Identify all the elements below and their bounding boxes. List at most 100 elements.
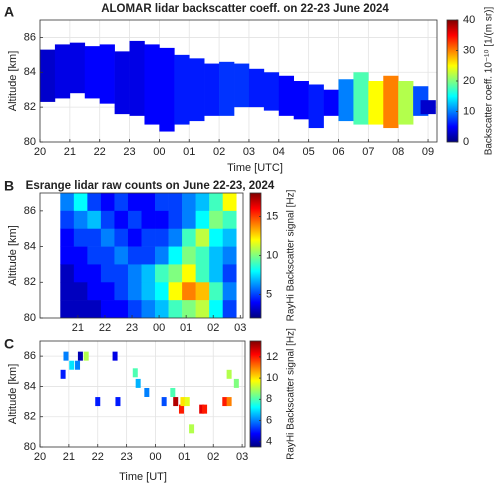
- scatter-point: [199, 404, 205, 414]
- heatmap-cell: [209, 300, 223, 318]
- heatmap-cell: [222, 228, 237, 247]
- y-tick-label: 86: [24, 31, 36, 43]
- colorbar-tick-label: 20: [463, 75, 475, 87]
- heatmap-cell: [222, 193, 237, 212]
- profile-column: [84, 46, 100, 99]
- heatmap-cell: [209, 246, 223, 265]
- y-tick-label: 86: [24, 350, 36, 362]
- heatmap-cell: [60, 193, 75, 212]
- heatmap-cell: [141, 264, 156, 283]
- y-tick-label: 82: [24, 411, 36, 423]
- profile-column: [338, 79, 354, 122]
- x-axis-label: Time [UTC]: [227, 162, 283, 174]
- scatter-point: [75, 360, 81, 370]
- colorbar-tick-label: 8: [266, 393, 272, 405]
- scatter-point: [83, 351, 89, 361]
- heatmap-cell: [209, 264, 223, 283]
- heatmap-cell: [60, 264, 75, 283]
- heatmap-cell: [195, 228, 210, 247]
- x-tick-label: 23: [126, 322, 138, 334]
- profile-column: [248, 68, 265, 108]
- x-tick-label: 02: [207, 451, 219, 463]
- profile-column: [114, 51, 130, 115]
- scatter-point: [173, 397, 179, 407]
- heatmap-cell: [155, 264, 169, 283]
- heatmap-cell: [87, 264, 102, 283]
- heatmap-cell: [87, 193, 102, 212]
- y-tick-label: 80: [24, 136, 36, 148]
- scatter-point: [112, 351, 118, 361]
- heatmap-cell: [87, 300, 102, 318]
- heatmap-cell: [87, 282, 102, 301]
- colorbar-label: RayHi Backscatter signal [Hz]: [286, 189, 297, 321]
- colorbar-tick-label: 4: [266, 436, 272, 448]
- x-tick-label: 02: [207, 322, 219, 334]
- colorbar-label: Backscatter coeff. 10⁻¹⁰ [1/(m sr)]: [484, 6, 495, 155]
- x-tick-label: 22: [94, 146, 106, 158]
- heatmap-cell: [141, 282, 156, 301]
- heatmap-cell: [195, 282, 210, 301]
- heatmap-cell: [114, 228, 129, 247]
- y-tick-label: 84: [24, 66, 36, 78]
- y-tick-label: 80: [24, 441, 36, 453]
- panel-0: 20 21 22 23 00 01 02 03 04 05 06 07 08 09 80 82 84 86 ALOM…: [4, 3, 495, 174]
- chart-title: Esrange lidar raw counts on June 22-23, …: [26, 180, 275, 192]
- scatter-point: [144, 387, 150, 397]
- y-tick-label: 80: [24, 312, 36, 324]
- colorbar-label: RayHi Backscatter signal [Hz]: [286, 328, 297, 460]
- scatter-point: [226, 369, 232, 379]
- heatmap-cell: [168, 193, 183, 212]
- colorbar-tick-label: 40: [463, 14, 475, 26]
- heatmap-cell: [141, 228, 156, 247]
- y-tick-label: 86: [24, 205, 36, 217]
- x-tick-label: 03: [234, 322, 246, 334]
- x-tick-label: 07: [362, 146, 374, 158]
- x-tick-label: 03: [236, 451, 248, 463]
- colorbar-tick-label: 30: [463, 44, 475, 56]
- scatter-point: [60, 369, 66, 379]
- heatmap-cell: [127, 193, 142, 212]
- heatmap-cell: [222, 264, 237, 283]
- heatmap-cell: [155, 300, 169, 318]
- heatmap-cell: [100, 300, 115, 318]
- profile-column: [278, 75, 295, 116]
- heatmap-cell: [222, 300, 237, 318]
- heatmap-cell: [127, 246, 142, 265]
- profile-column: [174, 54, 190, 125]
- data-layer: [60, 193, 237, 318]
- heatmap-cell: [100, 210, 115, 230]
- profile-column: [54, 44, 71, 99]
- heatmap-cell: [195, 246, 210, 265]
- profile-column: [40, 49, 56, 102]
- heatmap-cell: [168, 264, 183, 283]
- axes-box: [39, 19, 438, 143]
- heatmap-cell: [60, 282, 75, 301]
- scatter-point: [178, 404, 184, 414]
- colorbar-tick-label: 10: [266, 372, 278, 384]
- heatmap-cell: [73, 282, 88, 301]
- scatter-point: [95, 397, 101, 407]
- heatmap-cell: [100, 228, 115, 247]
- data-layer: [60, 351, 239, 434]
- heatmap-cell: [182, 210, 196, 230]
- scatter-point: [132, 368, 138, 378]
- heatmap-cell: [60, 228, 75, 247]
- profile-column: [189, 58, 205, 122]
- x-tick-label: 09: [422, 146, 434, 158]
- heatmap-cell: [168, 246, 183, 265]
- scatter-point: [180, 397, 186, 407]
- colorbar-tick-label: 6: [266, 414, 272, 426]
- heatmap-cell: [60, 210, 75, 230]
- x-tick-label: 01: [178, 451, 190, 463]
- axes-box: [39, 340, 246, 448]
- heatmap-cell: [73, 264, 88, 283]
- panel-label: B: [4, 178, 14, 194]
- axes-box: [39, 192, 244, 319]
- colorbar-tick-label: 10: [463, 105, 475, 117]
- heatmap-cell: [182, 246, 196, 265]
- heatmap-cell: [168, 228, 183, 247]
- colorbar-tick-label: 0: [463, 136, 469, 148]
- colorbar: [249, 340, 262, 448]
- heatmap-cell: [168, 300, 183, 318]
- heatmap-cell: [155, 228, 169, 247]
